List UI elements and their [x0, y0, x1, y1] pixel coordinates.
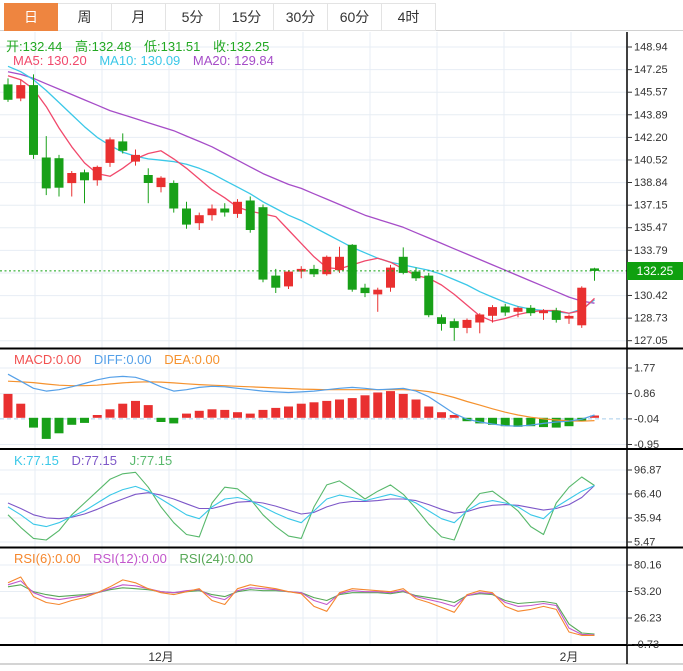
kdj-axis-label: 66.40 — [634, 489, 662, 501]
kdj-axis-label: 96.87 — [634, 465, 662, 477]
rsi24-value: RSI(24):0.00 — [179, 551, 254, 566]
macd-axis-label: 1.77 — [634, 363, 655, 375]
k-value: K:77.15 — [14, 453, 59, 468]
price-axis-label: 138.84 — [634, 177, 668, 189]
price-axis-label: 128.73 — [634, 313, 668, 325]
price-axis-label: 145.57 — [634, 87, 668, 99]
rsi-axis-label: 26.23 — [634, 613, 662, 625]
j-value: J:77.15 — [129, 453, 173, 468]
close-value: 收:132.25 — [213, 39, 270, 54]
macd-value: MACD:0.00 — [14, 352, 82, 367]
x-axis-label-february: 2月 — [559, 650, 579, 664]
macd-axis-label: 0.86 — [634, 388, 655, 400]
ma5-value: MA5: 130.20 — [13, 53, 87, 68]
price-axis-label: 137.15 — [634, 200, 668, 212]
high-value: 高:132.48 — [75, 39, 132, 54]
tab-60min[interactable]: 60分 — [328, 3, 382, 31]
price-axis-label: 148.94 — [634, 42, 668, 54]
rsi-readout: RSI(6):0.00 RSI(12):0.00 RSI(24):0.00 — [14, 551, 262, 566]
rsi12-value: RSI(12):0.00 — [93, 551, 167, 566]
price-axis-label: 135.47 — [634, 222, 668, 234]
kdj-axis-label: 5.47 — [634, 537, 655, 549]
low-value: 低:131.51 — [144, 39, 201, 54]
rsi-axis-label: -0.73 — [634, 639, 659, 651]
macd-axis-label: -0.95 — [634, 439, 659, 451]
tab-month[interactable]: 月 — [112, 3, 166, 31]
d-value: D:77.15 — [71, 453, 117, 468]
tab-day[interactable]: 日 — [4, 3, 58, 31]
tab-5min[interactable]: 5分 — [166, 3, 220, 31]
price-axis-label: 133.79 — [634, 245, 668, 257]
price-axis-label: 147.25 — [634, 64, 668, 76]
kdj-readout: K:77.15 D:77.15 J:77.15 — [14, 453, 181, 468]
tab-15min[interactable]: 15分 — [220, 3, 274, 31]
tab-week[interactable]: 周 — [58, 3, 112, 31]
dea-value: DEA:0.00 — [164, 352, 220, 367]
diff-value: DIFF:0.00 — [93, 352, 152, 367]
open-value: 开:132.44 — [6, 39, 63, 54]
ma-readout: MA5: 130.20 MA10: 130.09 MA20: 129.84 — [13, 53, 283, 68]
ma10-value: MA10: 130.09 — [99, 53, 181, 68]
timeframe-tabbar: 日 周 月 5分 15分 30分 60分 4时 — [0, 0, 683, 31]
price-axis-label: 140.52 — [634, 155, 668, 167]
ma20-value: MA20: 129.84 — [192, 53, 274, 68]
rsi-axis-label: 80.16 — [634, 560, 662, 572]
price-axis-label: 127.05 — [634, 335, 668, 347]
macd-axis-label: -0.04 — [634, 413, 659, 425]
last-price-badge: 132.25 — [627, 262, 683, 280]
rsi-axis-label: 53.20 — [634, 586, 662, 598]
price-axis-label: 142.20 — [634, 132, 668, 144]
tab-4hour[interactable]: 4时 — [382, 3, 436, 31]
price-axis-label: 143.89 — [634, 109, 668, 121]
tab-30min[interactable]: 30分 — [274, 3, 328, 31]
kdj-axis-label: 35.94 — [634, 513, 662, 525]
price-axis-label: 130.42 — [634, 290, 668, 302]
rsi6-value: RSI(6):0.00 — [14, 551, 81, 566]
macd-readout: MACD:0.00 DIFF:0.00 DEA:0.00 — [14, 352, 229, 367]
x-axis-label-december: 12月 — [148, 650, 174, 664]
ohlc-readout: 开:132.44 高:132.48 低:131.51 收:132.25 — [6, 36, 278, 55]
